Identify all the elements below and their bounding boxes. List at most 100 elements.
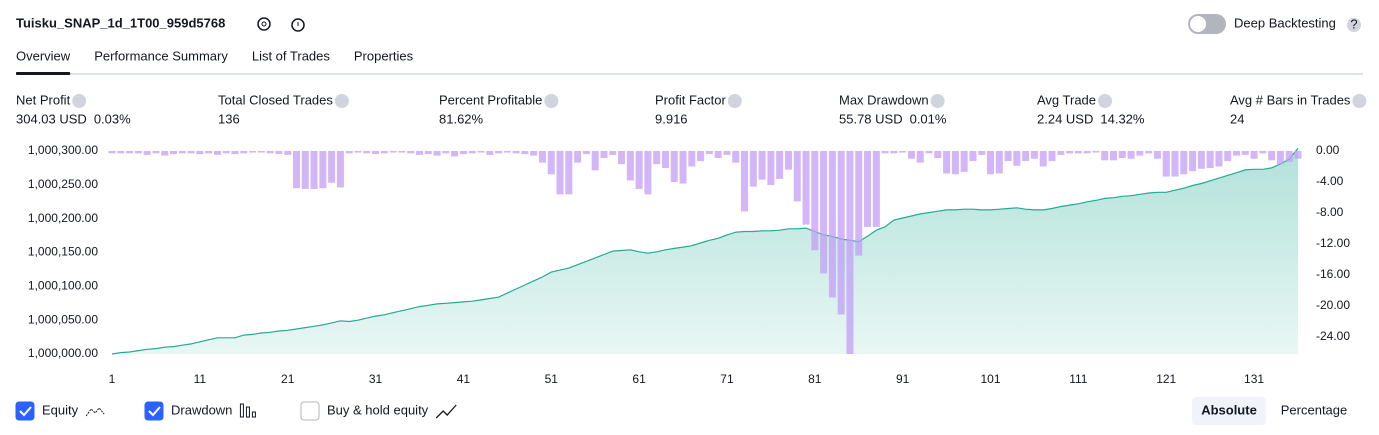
checkbox[interactable] <box>15 401 35 421</box>
equity-area <box>112 148 1298 354</box>
y2-tick-label: -20.00 <box>1316 298 1350 312</box>
alert-icon[interactable] <box>291 18 305 32</box>
drawdown-bar <box>398 151 406 153</box>
info-icon[interactable] <box>727 94 742 108</box>
tab[interactable]: List of Trades <box>252 48 331 63</box>
y-tick-label: 1,000,300.00 <box>28 143 98 157</box>
drawdown-bar <box>1285 151 1293 162</box>
view-button[interactable]: Absolute <box>1201 402 1257 417</box>
drawdown-bar <box>530 151 538 156</box>
drawdown-bar <box>969 151 977 162</box>
drawdown-bar <box>512 151 520 154</box>
drawdown-bar <box>600 151 608 158</box>
drawdown-bar <box>881 151 889 154</box>
drawdown-bar <box>705 151 713 155</box>
drawdown-bar <box>626 151 634 181</box>
drawdown-bar <box>1250 151 1258 159</box>
drawdown-bar <box>784 151 792 170</box>
drawdown-bar <box>222 151 230 154</box>
info-icon[interactable] <box>544 94 559 108</box>
tab[interactable]: Properties <box>354 48 414 63</box>
help-icon[interactable]: ? <box>1347 16 1361 32</box>
drawdown-bar <box>336 151 344 188</box>
drawdown-bar <box>1127 151 1135 159</box>
drawdown-bar <box>1294 151 1302 159</box>
drawdown-bar <box>978 151 986 155</box>
y-tick-label: 1,000,000.00 <box>28 346 98 360</box>
drawdown-bar <box>1145 151 1153 154</box>
drawdown-bar <box>943 151 951 174</box>
view-button[interactable]: Percentage <box>1281 402 1348 417</box>
stat-value: 81.62% <box>439 111 484 126</box>
x-tick-label: 131 <box>1244 372 1264 386</box>
drawdown-bar <box>618 151 626 165</box>
y-tick-label: 1,000,050.00 <box>28 312 98 326</box>
drawdown-bar <box>451 151 459 157</box>
drawdown-bar <box>1171 151 1179 177</box>
drawdown-bar <box>231 151 239 155</box>
checkbox[interactable] <box>144 401 164 421</box>
drawdown-bar <box>1233 151 1241 156</box>
drawdown-bar <box>354 151 362 153</box>
y-tick-label: 1,000,200.00 <box>28 211 98 225</box>
stat-value: 2.24 USD <box>1037 111 1093 126</box>
drawdown-bar <box>257 151 265 153</box>
tab[interactable]: Overview <box>16 48 71 63</box>
checkbox[interactable] <box>300 401 320 421</box>
drawdown-bar <box>864 151 872 227</box>
drawdown-bar <box>372 151 380 155</box>
drawdown-bar <box>459 151 467 155</box>
drawdown-bar <box>820 151 828 274</box>
stat-value: 24 <box>1230 111 1244 126</box>
drawdown-bar <box>389 151 397 153</box>
info-icon[interactable] <box>1352 94 1367 108</box>
drawdown-bar <box>345 151 353 154</box>
drawdown-bar <box>1136 151 1144 156</box>
legend-label: Equity <box>42 402 79 417</box>
view-button-bg[interactable] <box>1192 397 1266 425</box>
drawdown-bar <box>1110 151 1118 161</box>
y2-tick-label: -16.00 <box>1316 267 1350 281</box>
toggle-knob <box>1190 16 1206 32</box>
drawdown-bar <box>872 151 880 227</box>
drawdown-bar <box>1224 151 1232 162</box>
drawdown-bar <box>1259 151 1267 154</box>
x-tick-label: 1 <box>109 372 116 386</box>
drawdown-bar <box>117 151 125 154</box>
drawdown-bar <box>828 151 836 298</box>
info-icon[interactable] <box>930 94 945 108</box>
tab-underline <box>16 72 71 75</box>
drawdown-bar <box>363 151 371 154</box>
settings-icon[interactable] <box>257 17 271 31</box>
drawdown-bar <box>161 151 169 156</box>
stat-label: Avg Trade <box>1037 92 1096 107</box>
drawdown-bar <box>679 151 687 184</box>
drawdown-bar <box>837 151 845 315</box>
x-tick-label: 121 <box>1156 372 1176 386</box>
y-tick-label: 1,000,150.00 <box>28 245 98 259</box>
drawdown-bar <box>240 151 248 154</box>
legend-label: Drawdown <box>171 402 232 417</box>
stat-label: Avg # Bars in Trades <box>1230 92 1351 107</box>
info-icon[interactable] <box>72 94 87 108</box>
drawdown-bar <box>380 151 388 154</box>
tab[interactable]: Performance Summary <box>94 48 228 63</box>
info-icon[interactable] <box>1098 94 1113 108</box>
drawdown-bar <box>661 151 669 169</box>
drawdown-bar <box>249 151 257 153</box>
x-tick-label: 11 <box>194 372 207 386</box>
drawdown-bar <box>1066 151 1074 154</box>
stat-value: 136 <box>218 111 240 126</box>
drawdown-bar <box>538 151 546 163</box>
drawdown-bar <box>319 151 327 189</box>
drawdown-bar <box>565 151 573 195</box>
drawdown-bar <box>582 151 590 155</box>
drawdown-bar <box>767 151 775 186</box>
drawdown-bar <box>609 151 617 155</box>
drawdown-bar <box>134 151 142 154</box>
drawdown-bar <box>723 151 731 155</box>
info-icon[interactable] <box>334 94 349 108</box>
x-tick-label: 91 <box>896 372 910 386</box>
drawdown-bar <box>310 151 318 189</box>
drawdown-bar <box>925 151 933 154</box>
